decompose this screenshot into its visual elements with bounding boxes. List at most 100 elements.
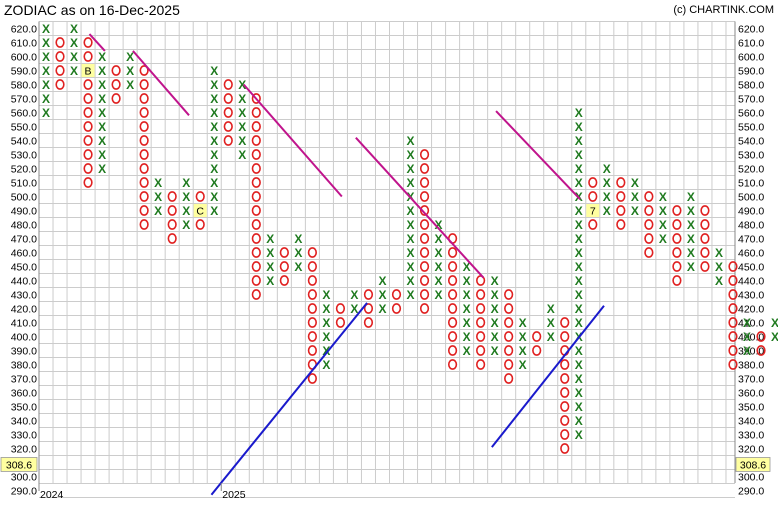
- x-box: X: [98, 64, 106, 78]
- y-tick-label-left: 600.0: [11, 52, 37, 64]
- x-box: X: [435, 218, 443, 232]
- y-tick-label-right: 520.0: [738, 164, 764, 176]
- y-tick-label-left: 540.0: [11, 136, 37, 148]
- x-box: X: [463, 302, 471, 316]
- x-box: X: [575, 386, 583, 400]
- x-box: X: [294, 232, 302, 246]
- x-box: X: [238, 134, 246, 148]
- y-tick-label-right: 570.0: [738, 94, 764, 106]
- x-box: X: [407, 288, 415, 302]
- x-box: X: [631, 204, 639, 218]
- x-box: X: [238, 92, 246, 106]
- month-marker: 7: [590, 206, 596, 218]
- x-box: X: [743, 344, 751, 358]
- o-box: [672, 247, 682, 258]
- x-box: X: [42, 36, 50, 50]
- o-box: [700, 247, 710, 258]
- x-box: X: [575, 372, 583, 386]
- o-box: [139, 177, 149, 188]
- x-box: X: [182, 204, 190, 218]
- x-box: X: [407, 246, 415, 260]
- x-axis-label: 2024: [40, 489, 64, 501]
- x-box: X: [491, 274, 499, 288]
- x-box: X: [715, 274, 723, 288]
- x-box: X: [407, 260, 415, 274]
- x-box: X: [659, 190, 667, 204]
- o-box: [139, 93, 149, 104]
- o-box: [307, 261, 317, 272]
- y-tick-label-left: 520.0: [11, 164, 37, 176]
- o-box: [504, 289, 514, 300]
- o-box: [644, 247, 654, 258]
- x-box: X: [210, 78, 218, 92]
- x-box: X: [575, 302, 583, 316]
- x-box: X: [547, 316, 555, 330]
- x-box: X: [407, 232, 415, 246]
- o-box: [447, 275, 458, 286]
- x-box: X: [407, 176, 415, 190]
- o-box: [335, 303, 346, 314]
- o-box: [167, 233, 177, 244]
- o-box: [363, 303, 374, 314]
- y-tick-label-right: 540.0: [738, 136, 764, 148]
- x-box: X: [575, 400, 583, 414]
- o-box: [504, 345, 514, 356]
- o-box: [447, 331, 458, 342]
- o-box: [307, 373, 317, 384]
- x-box: X: [575, 344, 583, 358]
- o-box: [251, 121, 261, 132]
- x-box: X: [715, 246, 723, 260]
- x-box: X: [575, 176, 583, 190]
- o-box: [139, 79, 149, 90]
- y-tick-label-right: 420.0: [738, 304, 764, 316]
- y-tick-label-right: 480.0: [738, 220, 764, 232]
- x-box: X: [491, 302, 499, 316]
- x-box: X: [378, 302, 386, 316]
- o-box: [83, 177, 93, 188]
- o-box: [111, 79, 121, 90]
- o-box: [447, 359, 458, 370]
- o-box: [139, 163, 149, 174]
- y-tick-label-right: 330.0: [738, 430, 764, 442]
- x-box: X: [435, 288, 443, 302]
- last-price-label-left: 308.6: [6, 459, 32, 471]
- o-box: [560, 401, 570, 412]
- o-box: [251, 219, 261, 230]
- y-tick-label-left: 400.0: [11, 332, 37, 344]
- o-box: [279, 261, 289, 272]
- o-box: [139, 107, 149, 118]
- o-box: [728, 317, 738, 328]
- o-box: [83, 135, 93, 146]
- x-box: X: [70, 22, 78, 36]
- x-box: X: [519, 330, 527, 344]
- y-tick-label-left: 320.0: [11, 444, 37, 456]
- o-box: [251, 289, 261, 300]
- month-marker-bg: [586, 204, 600, 217]
- y-tick-label-left: 340.0: [11, 416, 37, 428]
- o-box: [167, 219, 177, 230]
- y-tick-label-left: 530.0: [11, 150, 37, 162]
- o-box: [700, 261, 710, 272]
- y-tick-label-left: 510.0: [11, 178, 37, 190]
- x-box: X: [603, 204, 611, 218]
- x-box: X: [42, 22, 50, 36]
- x-box: X: [407, 134, 415, 148]
- x-box: X: [126, 50, 134, 64]
- o-box: [644, 233, 654, 244]
- o-box: [728, 261, 738, 272]
- o-box: [532, 331, 542, 342]
- x-box: X: [631, 176, 639, 190]
- o-box: [419, 177, 430, 188]
- o-box: [83, 121, 93, 132]
- x-box: X: [98, 92, 106, 106]
- o-box: [419, 163, 430, 174]
- o-box: [419, 191, 430, 202]
- o-box: [756, 345, 766, 356]
- x-box: X: [322, 316, 330, 330]
- o-box: [616, 191, 626, 202]
- o-box: [504, 359, 514, 370]
- o-box: [476, 317, 486, 328]
- y-tick-label-right: 490.0: [738, 206, 764, 218]
- o-box: [560, 331, 570, 342]
